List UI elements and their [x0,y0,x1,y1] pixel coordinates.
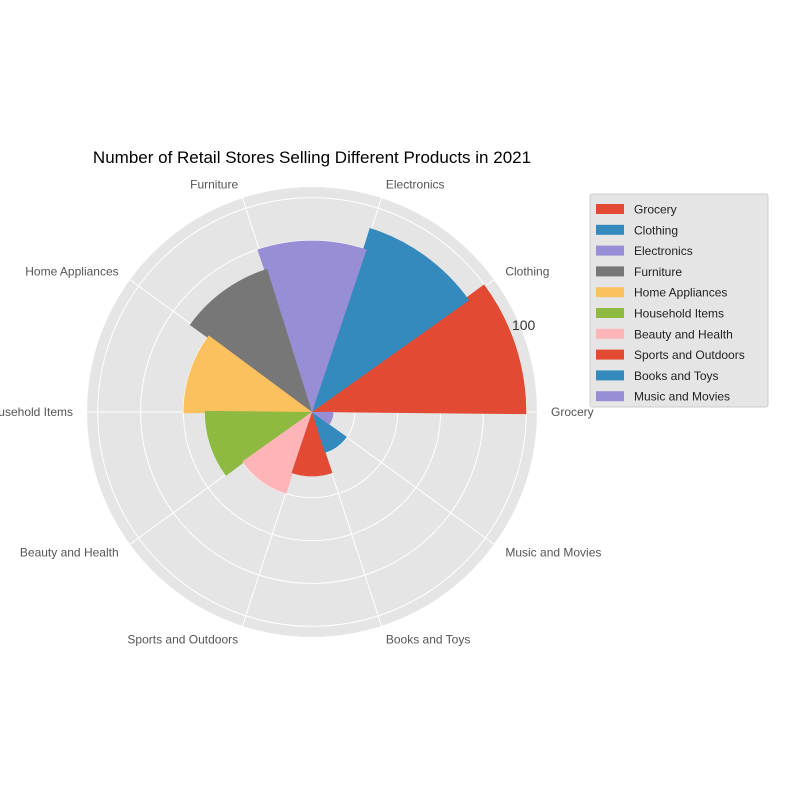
legend-swatch [596,370,624,381]
category-label: Sports and Outdoors [127,632,238,646]
bar-furniture [189,268,312,412]
legend-label: Grocery [634,203,677,217]
legend-swatch [596,245,624,256]
legend-swatch [596,349,624,360]
bar-electronics [257,240,367,412]
bar-home-appliances [183,335,312,414]
legend-label: Household Items [634,307,724,321]
legend-swatch [596,287,624,298]
category-labels: Grocery Clothing Electronics Furniture Home … [0,178,601,647]
legend: Grocery Clothing Electronics Furniture Home … [589,193,769,408]
category-label: Furniture [190,178,238,192]
category-label: Music and Movies [505,545,601,559]
radial-labels: 100 [512,317,536,333]
legend-label: Beauty and Health [634,327,733,341]
category-label: Books and Toys [386,632,471,646]
legend-swatch [596,266,624,277]
legend-box [589,193,769,408]
bar-clothing [312,227,470,412]
legend-swatch [596,308,624,318]
legend-label: Electronics [634,244,693,258]
bar-books-and-toys [312,412,347,453]
legend-swatch [596,224,624,235]
legend-swatch [596,204,624,214]
bar-sports-and-outdoors [291,412,333,477]
bar-beauty-and-health [242,412,312,494]
category-label: Home Appliances [25,265,118,279]
legend-swatch [596,328,624,339]
category-label: Grocery [551,405,594,419]
category-label: Beauty and Health [20,545,119,559]
bar-music-and-movies [312,411,334,425]
bar-household-items [204,410,312,476]
polar-bars [183,227,527,494]
chart-title: Number of Retail Stores Selling Differen… [93,148,531,167]
radial-tick-label: 100 [512,317,536,333]
legend-label: Music and Movies [634,390,730,404]
bar-grocery [312,284,527,415]
legend-label: Sports and Outdoors [634,348,745,362]
legend-label: Clothing [634,223,678,237]
legend-label: Furniture [634,265,682,279]
category-label: Electronics [386,178,445,192]
legend-swatch [596,391,624,402]
legend-label: Home Appliances [634,286,727,300]
category-label: Household Items [0,405,73,419]
legend-label: Books and Toys [634,369,719,383]
category-label: Clothing [505,265,549,279]
